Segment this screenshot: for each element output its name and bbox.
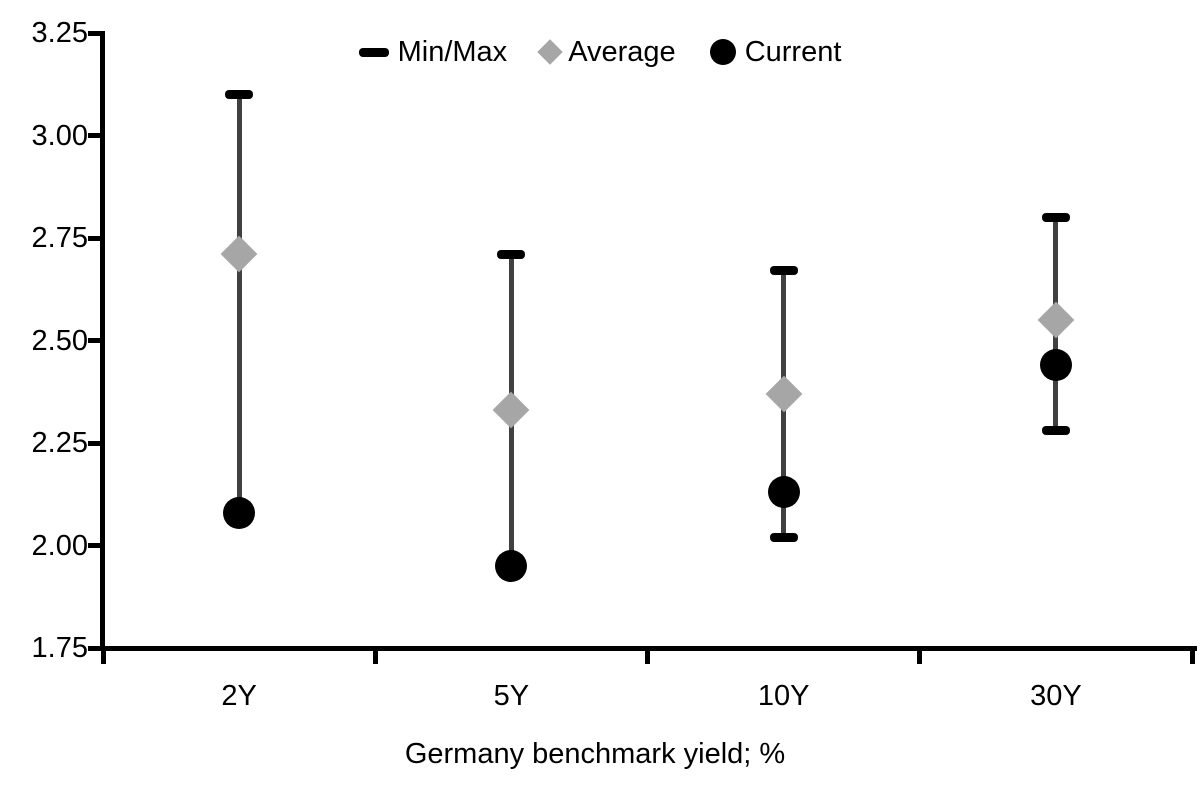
x-tick-label: 10Y xyxy=(757,680,810,712)
y-axis-tick xyxy=(88,235,103,241)
x-tick-label: 2Y xyxy=(221,680,257,712)
average-marker xyxy=(220,236,258,273)
y-axis-tick xyxy=(88,440,103,446)
x-tick-label: 30Y xyxy=(1030,680,1082,712)
y-tick-label: 2.75 xyxy=(31,222,88,254)
min-cap-marker xyxy=(1041,426,1070,436)
x-axis-tick xyxy=(100,651,106,664)
range-line xyxy=(236,94,242,513)
current-marker xyxy=(495,550,528,582)
x-axis-tick xyxy=(372,651,378,664)
x-axis-tick xyxy=(1189,651,1195,664)
legend-label-current: Current xyxy=(744,36,842,68)
y-axis-tick xyxy=(88,133,103,138)
max-cap-marker xyxy=(769,266,798,276)
max-cap-marker xyxy=(1041,213,1070,222)
legend-item-minmax: Min/Max xyxy=(358,34,508,70)
circle-icon xyxy=(709,39,736,65)
current-marker xyxy=(1039,349,1072,382)
average-marker xyxy=(1037,301,1075,339)
x-axis-tick xyxy=(645,651,650,664)
average-marker xyxy=(492,391,530,429)
y-axis-tick xyxy=(88,338,103,343)
y-tick-label: 2.25 xyxy=(31,427,88,459)
y-tick-label: 1.75 xyxy=(31,632,88,664)
x-axis-title: Germany benchmark yield; % xyxy=(404,738,786,770)
current-marker xyxy=(767,476,800,509)
current-marker xyxy=(223,496,256,529)
min-cap-marker xyxy=(769,532,798,542)
chart-legend: Min/Max Average Current xyxy=(0,34,1200,70)
x-axis-line xyxy=(100,646,1197,651)
max-cap-marker xyxy=(497,249,526,259)
max-cap-marker xyxy=(225,90,254,99)
y-axis-tick xyxy=(88,30,103,36)
y-axis-tick xyxy=(88,645,103,651)
y-tick-label: 2.00 xyxy=(31,529,88,562)
x-axis-tick xyxy=(917,651,923,664)
average-marker xyxy=(765,375,803,413)
y-tick-label: 2.50 xyxy=(31,324,88,357)
y-axis-tick xyxy=(88,543,103,548)
legend-label-minmax: Min/Max xyxy=(397,36,508,68)
legend-item-average: Average xyxy=(537,34,676,70)
diamond-icon xyxy=(537,39,563,65)
legend-label-average: Average xyxy=(568,36,676,68)
y-tick-label: 3.25 xyxy=(31,17,88,49)
x-tick-label: 5Y xyxy=(493,680,530,712)
legend-item-current: Current xyxy=(709,34,842,70)
y-tick-label: 3.00 xyxy=(31,119,88,152)
dash-icon xyxy=(358,47,389,57)
